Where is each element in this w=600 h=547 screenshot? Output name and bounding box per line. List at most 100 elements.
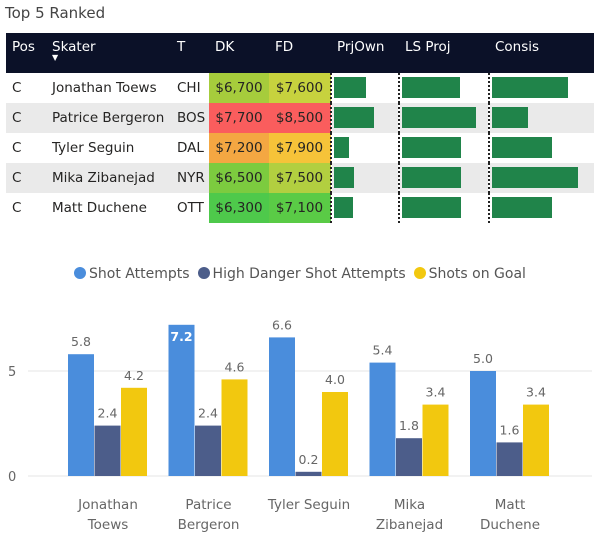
bar-shots-on-goal <box>422 404 449 476</box>
pos-cell: C <box>6 163 46 193</box>
x-tick-label: Jonathan <box>77 497 138 513</box>
column-header-pos[interactable]: Pos <box>6 33 46 73</box>
bar-shots-on-goal <box>221 379 248 476</box>
consis-bar <box>492 167 578 188</box>
column-header-label: FD <box>275 39 294 55</box>
legend-label: Shots on Goal <box>428 266 526 282</box>
chart-legend: Shot Attempts High Danger Shot Attempts Sh… <box>0 266 600 282</box>
prjown-bar <box>334 197 354 218</box>
consis-cell <box>488 163 594 193</box>
team-cell: NYR <box>171 163 209 193</box>
data-label: 5.0 <box>473 351 493 366</box>
legend-marker-icon <box>413 267 426 279</box>
prjown-bar <box>334 167 355 188</box>
data-label: 4.2 <box>124 368 144 383</box>
x-tick-label: Toews <box>87 517 129 533</box>
lsproj-cell <box>398 193 489 223</box>
column-header-fd[interactable]: FD <box>269 33 331 73</box>
bar-shot-attempts <box>470 371 496 476</box>
bar-high-danger-shot-attempts <box>295 471 322 476</box>
lsproj-cell <box>398 103 489 133</box>
bar-high-danger-shot-attempts <box>94 425 121 476</box>
consis-bar <box>492 137 553 158</box>
legend-item[interactable]: High Danger Shot Attempts <box>197 266 406 282</box>
lsproj-bar <box>402 197 462 218</box>
data-label: 3.4 <box>526 385 546 400</box>
pos-cell: C <box>6 103 46 133</box>
dk-salary-cell: $7,700 <box>209 103 269 133</box>
table-row[interactable]: C Tyler Seguin DAL $7,200 $7,900 <box>6 133 594 163</box>
fd-salary-cell: $7,900 <box>269 133 331 163</box>
data-label: 7.2 <box>170 329 192 344</box>
dk-salary-cell: $6,700 <box>209 73 269 103</box>
x-tick-label: Patrice <box>185 497 231 513</box>
y-tick-label: 5 <box>8 365 16 380</box>
lsproj-cell <box>398 133 489 163</box>
fd-salary-cell: $7,500 <box>269 163 331 193</box>
lsproj-cell <box>398 163 489 193</box>
legend-label: High Danger Shot Attempts <box>212 266 406 282</box>
legend-label: Shot Attempts <box>89 266 190 282</box>
column-header-prjown[interactable]: PrjOwn <box>331 33 399 73</box>
legend-item[interactable]: Shot Attempts <box>74 266 190 282</box>
fd-salary-cell: $7,100 <box>269 193 331 223</box>
team-cell: OTT <box>177 200 204 216</box>
column-header-ls-proj[interactable]: LS Proj <box>399 33 489 73</box>
sort-descending-icon[interactable]: ▼ <box>52 53 59 62</box>
skater-cell: Tyler Seguin <box>52 140 135 156</box>
lsproj-bar <box>402 107 476 128</box>
fd-salary-cell: $8,500 <box>269 103 331 133</box>
x-tick-label: Bergeron <box>178 517 240 533</box>
column-header-dk[interactable]: DK <box>209 33 269 73</box>
fd-salary-cell: $7,600 <box>269 73 331 103</box>
dk-salary-cell: $7,200 <box>209 133 269 163</box>
consis-bar <box>492 107 529 128</box>
visual-title: Top 5 Ranked <box>5 4 106 22</box>
bar-shot-attempts <box>168 324 195 476</box>
column-header-label: Consis <box>495 39 540 55</box>
legend-marker-icon <box>197 267 210 279</box>
x-tick-label: Mika <box>394 497 425 513</box>
data-label: 2.4 <box>198 406 218 421</box>
prjown-bar <box>334 107 374 128</box>
column-header-skater[interactable]: Skater ▼ <box>46 33 171 73</box>
lsproj-bar <box>402 167 462 188</box>
column-header-label: LS Proj <box>405 39 451 55</box>
column-header-consis[interactable]: Consis <box>489 33 594 73</box>
data-label: 1.6 <box>500 422 520 437</box>
pos-cell: C <box>12 140 22 156</box>
table-row[interactable]: C Matt Duchene OTT $6,300 $7,100 <box>6 193 594 223</box>
prjown-bar <box>334 77 366 98</box>
table-row[interactable]: C Jonathan Toews CHI $6,700 $7,600 <box>6 73 594 103</box>
team-cell: DAL <box>177 140 204 156</box>
legend-item[interactable]: Shots on Goal <box>413 266 526 282</box>
column-header-label: PrjOwn <box>337 39 385 55</box>
data-label: 0.2 <box>299 452 319 467</box>
consis-cell <box>488 193 594 223</box>
column-header-t[interactable]: T <box>171 33 209 73</box>
table-row[interactable]: C Mika Zibanejad NYR $6,500 $7,500 <box>6 163 594 193</box>
prjown-bar <box>334 137 350 158</box>
prjown-cell <box>330 163 399 193</box>
consis-cell <box>488 133 594 163</box>
column-header-label: Pos <box>12 39 35 55</box>
data-label: 4.0 <box>325 372 345 387</box>
x-tick-label: Matt <box>495 497 526 513</box>
table-row[interactable]: C Patrice Bergeron BOS $7,700 $8,500 <box>6 103 594 133</box>
pos-cell: C <box>12 200 22 216</box>
data-label: 5.8 <box>71 334 91 349</box>
skater-cell: Jonathan Toews <box>52 80 157 96</box>
dk-salary-cell: $6,500 <box>209 163 269 193</box>
y-tick-label: 0 <box>8 470 16 485</box>
lsproj-cell <box>398 73 489 103</box>
prjown-cell <box>330 73 399 103</box>
consis-cell <box>488 73 594 103</box>
skater-cell: Matt Duchene <box>52 200 147 216</box>
skater-cell: Mika Zibanejad <box>46 163 171 193</box>
column-header-label: DK <box>215 39 235 55</box>
data-label: 5.4 <box>373 343 393 358</box>
prjown-cell <box>330 133 399 163</box>
lsproj-bar <box>402 77 460 98</box>
column-header-label: T <box>177 39 186 55</box>
bar-high-danger-shot-attempts <box>496 442 523 476</box>
